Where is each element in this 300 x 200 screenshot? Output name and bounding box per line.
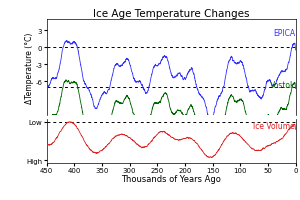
Title: Ice Age Temperature Changes: Ice Age Temperature Changes bbox=[93, 9, 249, 19]
Text: Vostok: Vostok bbox=[269, 81, 295, 90]
Text: Ice Volume: Ice Volume bbox=[253, 122, 295, 130]
Y-axis label: ΔTemperature (°C): ΔTemperature (°C) bbox=[25, 32, 34, 103]
X-axis label: Thousands of Years Ago: Thousands of Years Ago bbox=[121, 174, 221, 183]
Text: EPICA: EPICA bbox=[273, 28, 295, 37]
